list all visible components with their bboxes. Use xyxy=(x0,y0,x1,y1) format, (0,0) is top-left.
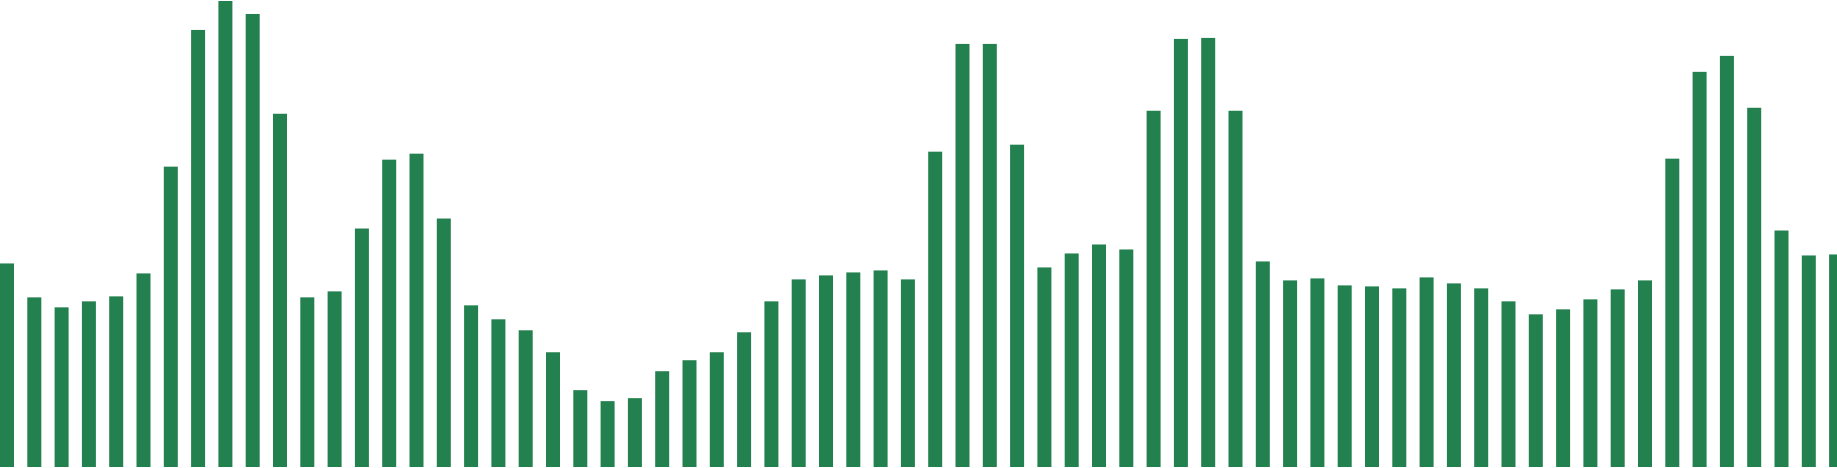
bar-51 xyxy=(1392,288,1407,467)
bar-15 xyxy=(409,153,424,468)
bar-36 xyxy=(982,43,997,467)
bar-30 xyxy=(819,275,833,467)
bar-8 xyxy=(218,1,233,467)
bar-33 xyxy=(900,279,915,467)
bar-2 xyxy=(54,307,69,467)
bar-42 xyxy=(1146,110,1161,467)
bar-57 xyxy=(1556,309,1571,467)
bar-47 xyxy=(1283,280,1298,467)
bar-9 xyxy=(245,13,260,467)
bar-3 xyxy=(81,301,96,467)
bar-62 xyxy=(1692,71,1707,467)
bar-66 xyxy=(1801,255,1816,467)
bar-18 xyxy=(491,319,506,467)
bar-67 xyxy=(1829,254,1837,467)
bar-37 xyxy=(1010,144,1025,467)
bar-0 xyxy=(0,263,14,467)
bar-32 xyxy=(873,270,888,467)
bar-56 xyxy=(1528,314,1543,467)
bar-54 xyxy=(1474,288,1489,467)
bar-40 xyxy=(1092,244,1106,467)
bar-44 xyxy=(1201,37,1216,468)
bar-21 xyxy=(573,390,588,467)
bar-63 xyxy=(1719,55,1734,467)
bar-60 xyxy=(1638,280,1652,467)
bar-27 xyxy=(737,332,752,467)
bar-25 xyxy=(682,360,697,467)
bar-1 xyxy=(27,297,42,467)
bar-39 xyxy=(1064,253,1079,467)
bar-55 xyxy=(1501,301,1516,467)
bar-45 xyxy=(1228,110,1243,467)
bar-38 xyxy=(1037,267,1052,467)
bar-12 xyxy=(327,291,342,467)
bar-28 xyxy=(764,301,779,467)
bar-43 xyxy=(1173,38,1188,468)
bar-49 xyxy=(1337,285,1352,467)
bar-11 xyxy=(300,297,315,467)
bar-23 xyxy=(627,398,642,467)
bar-26 xyxy=(709,352,724,467)
bar-31 xyxy=(846,272,861,467)
bar-10 xyxy=(273,113,287,467)
bar-24 xyxy=(655,371,670,467)
bar-14 xyxy=(382,159,397,467)
bar-5 xyxy=(136,273,151,467)
bar-35 xyxy=(955,43,970,467)
bar-52 xyxy=(1419,277,1434,467)
bar-20 xyxy=(546,352,560,467)
bar-13 xyxy=(354,228,369,467)
bar-53 xyxy=(1446,283,1461,467)
bar-64 xyxy=(1747,107,1762,468)
bar-4 xyxy=(109,296,124,467)
bar-16 xyxy=(436,218,451,467)
bar-58 xyxy=(1583,299,1598,467)
bar-48 xyxy=(1310,278,1325,467)
bar-65 xyxy=(1774,230,1789,467)
bar-17 xyxy=(464,305,479,467)
bar-41 xyxy=(1119,249,1134,467)
bar-59 xyxy=(1610,289,1625,467)
bar-46 xyxy=(1255,261,1270,467)
bar-29 xyxy=(791,279,806,467)
bar-7 xyxy=(191,29,206,467)
bar-22 xyxy=(600,401,615,467)
bar-19 xyxy=(518,330,533,467)
bar-6 xyxy=(163,166,178,467)
bar-34 xyxy=(928,151,943,467)
bar-61 xyxy=(1665,158,1680,467)
bar-50 xyxy=(1365,286,1379,467)
